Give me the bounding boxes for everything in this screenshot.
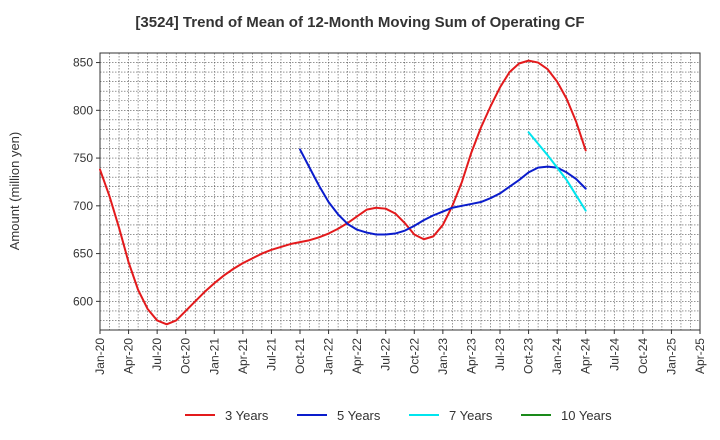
legend-item-10-years: 10 Years [521, 408, 612, 423]
x-tick-label: Jan-20 [93, 338, 107, 375]
legend-label: 10 Years [561, 408, 612, 423]
y-tick-label: 700 [73, 199, 93, 213]
x-tick-label: Jan-22 [322, 338, 336, 375]
y-tick-label: 750 [73, 151, 93, 165]
series-line-7-years [527, 131, 587, 212]
y-axis-title: Amount (million yen) [7, 132, 22, 251]
x-tick-label: Oct-24 [636, 338, 650, 374]
x-tick-label: Jan-21 [207, 338, 221, 375]
series-lines [99, 59, 587, 326]
x-tick-label: Jul-23 [493, 338, 507, 371]
x-tick-label: Oct-23 [522, 338, 536, 374]
x-tick-label: Jan-23 [436, 338, 450, 375]
legend-item-5-years: 5 Years [297, 408, 381, 423]
x-tick-label: Apr-25 [693, 338, 707, 374]
x-tick-label: Jul-22 [379, 338, 393, 371]
legend-label: 7 Years [449, 408, 493, 423]
plot-area [99, 52, 701, 331]
chart-title: [3524] Trend of Mean of 12-Month Moving … [135, 14, 585, 31]
legend-label: 5 Years [337, 408, 381, 423]
legend-label: 3 Years [225, 408, 269, 423]
x-tick-label: Apr-21 [236, 338, 250, 374]
x-tick-label: Apr-22 [350, 338, 364, 374]
x-tick-label: Jul-20 [150, 338, 164, 371]
x-tick-label: Apr-24 [579, 338, 593, 374]
x-tick-label: Jan-25 [664, 338, 678, 375]
x-tick-label: Jul-21 [264, 338, 278, 371]
x-tick-label: Apr-23 [464, 338, 478, 374]
x-tick-label: Apr-20 [122, 338, 136, 374]
y-tick-label: 600 [73, 294, 93, 308]
grid [100, 53, 700, 330]
y-tick-label: 850 [73, 56, 93, 70]
x-tick-label: Jul-24 [607, 338, 621, 371]
x-tick-label: Oct-20 [179, 338, 193, 374]
legend: 3 Years 5 Years 7 Years 10 Years [185, 408, 612, 423]
x-tick-label: Oct-22 [407, 338, 421, 374]
y-tick-label: 650 [73, 247, 93, 261]
x-axis: Jan-20 Apr-20 Jul-20 Oct-20 Jan-21 Apr-21 Jul-… [93, 330, 707, 375]
series-line-3-years [99, 59, 587, 326]
legend-item-7-years: 7 Years [409, 408, 493, 423]
legend-item-3-years: 3 Years [185, 408, 269, 423]
x-tick-label: Oct-21 [293, 338, 307, 374]
y-tick-label: 800 [73, 103, 93, 117]
x-tick-label: Jan-24 [550, 338, 564, 375]
series-line-5-years [299, 148, 587, 236]
y-axis: 600 650 700 750 800 850 [73, 56, 100, 308]
